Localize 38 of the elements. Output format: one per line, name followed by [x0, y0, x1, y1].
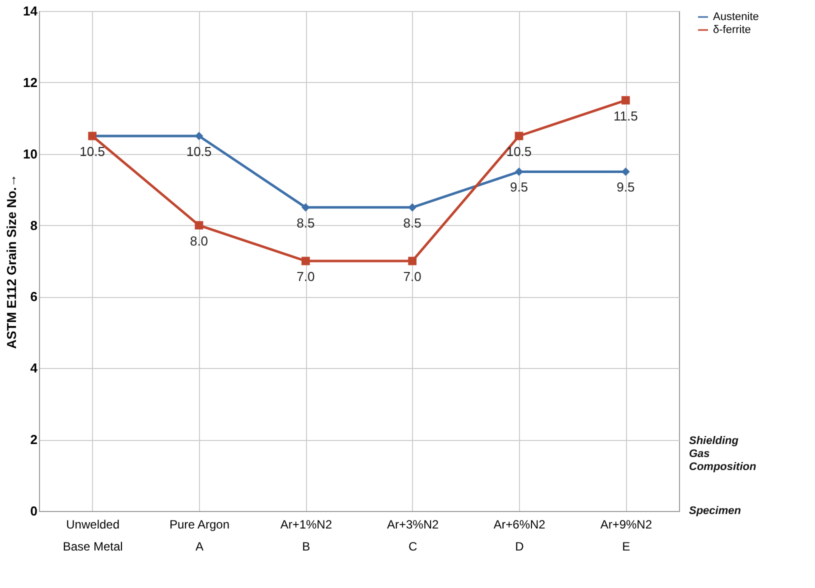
- data-label: 8.5: [296, 215, 315, 230]
- legend-label: Austenite: [713, 11, 759, 23]
- data-label: 9.5: [510, 180, 528, 195]
- data-label: 7.0: [403, 269, 422, 284]
- y-tick-label: 14: [23, 4, 38, 18]
- y-tick-label: 2: [30, 432, 38, 448]
- legend-label: δ-ferrite: [713, 24, 751, 36]
- y-tick-label: 12: [23, 74, 38, 90]
- y-axis-title: ASTM E112 Grain Size No.→: [4, 174, 20, 349]
- data-label: 9.5: [616, 180, 635, 195]
- point: [194, 221, 204, 230]
- data-label: 10.5: [506, 144, 532, 159]
- x-tick-label: Ar+1%N2 B: [280, 518, 332, 554]
- x-tick-label: Ar+9%N2 E: [600, 518, 652, 554]
- point: [408, 203, 417, 212]
- y-tick-label: 0: [30, 504, 38, 518]
- point: [194, 132, 204, 140]
- x-tick-label: Ar+6%N2 D: [494, 518, 546, 554]
- data-label: 10.5: [186, 144, 212, 159]
- data-label: 10.5: [80, 144, 105, 159]
- y-tick-label: 10: [23, 146, 38, 162]
- point: [514, 132, 524, 140]
- data-label: 8.5: [403, 215, 422, 230]
- point: [301, 256, 310, 266]
- y-tick-label: 6: [30, 289, 38, 304]
- data-label: 8.0: [190, 233, 208, 248]
- x-tick-label: Pure Argon A: [169, 518, 230, 554]
- x-tick-label: Unwelded Base Metal: [62, 518, 123, 554]
- point: [408, 256, 417, 266]
- point: [621, 96, 630, 104]
- y-tick-label: 4: [30, 360, 38, 376]
- text: Shielding Gas Composition: [689, 435, 756, 473]
- x-tick-label: Ar+3%N2 C: [386, 518, 439, 554]
- data-label: 11.5: [613, 108, 638, 124]
- data-label: 7.0: [296, 269, 315, 284]
- text: Specimen: [689, 505, 742, 517]
- y-tick-label: 8: [30, 218, 38, 233]
- point: [301, 203, 310, 212]
